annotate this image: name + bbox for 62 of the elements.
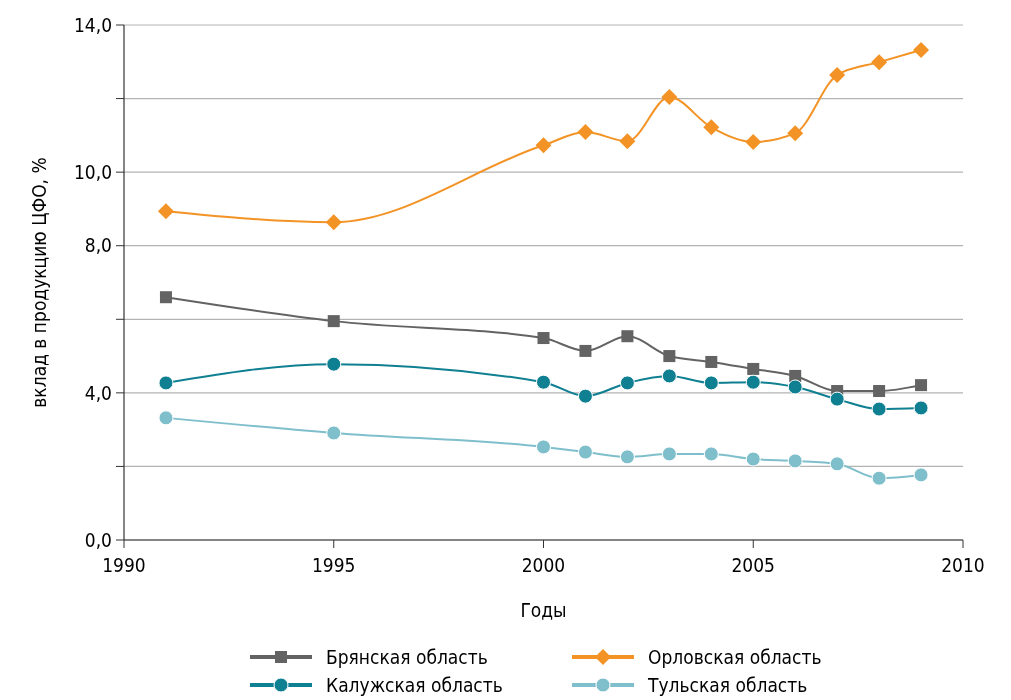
point	[619, 449, 635, 465]
point	[745, 133, 762, 150]
point	[536, 439, 551, 455]
point	[703, 119, 720, 136]
point	[577, 124, 594, 141]
point	[158, 375, 174, 391]
point	[158, 410, 174, 426]
x-tick-label: 2000	[521, 554, 566, 576]
y-axis-title: вклад в продукцию ЦФО, %	[28, 157, 50, 408]
point	[661, 446, 677, 462]
point	[661, 89, 678, 106]
point	[747, 362, 760, 375]
point	[326, 425, 342, 441]
point	[661, 368, 677, 384]
point	[326, 356, 342, 372]
point	[705, 355, 718, 368]
point	[703, 446, 719, 462]
point	[577, 388, 593, 404]
point	[535, 137, 552, 154]
x-axis-title: Годы	[520, 599, 567, 621]
point	[537, 332, 550, 345]
point	[663, 350, 676, 363]
point	[871, 470, 887, 486]
point	[829, 391, 845, 407]
x-tick-label: 1995	[312, 554, 356, 576]
y-tick-label: 8,0	[84, 234, 112, 257]
point	[871, 401, 887, 417]
point	[829, 456, 845, 472]
point	[871, 54, 888, 71]
point	[579, 344, 592, 357]
point	[913, 400, 929, 416]
point	[745, 374, 761, 390]
point	[873, 385, 886, 398]
y-tick-label: 10,0	[73, 160, 112, 183]
point	[536, 374, 551, 390]
point	[745, 451, 761, 467]
point	[619, 133, 636, 150]
point	[829, 67, 846, 84]
point	[621, 330, 634, 343]
x-tick-label: 1990	[102, 554, 146, 576]
point	[577, 444, 593, 460]
point	[159, 291, 172, 304]
point	[703, 375, 719, 391]
point	[915, 379, 928, 392]
point	[787, 125, 804, 142]
point	[157, 203, 174, 220]
legend-label: Тульская область	[647, 673, 808, 696]
point	[787, 453, 803, 469]
x-tick-label: 2005	[731, 554, 775, 576]
legend-label: Калужская область	[326, 673, 503, 696]
legend-label: Орловская область	[648, 645, 822, 668]
legend-label: Брянская область	[326, 645, 488, 668]
point	[619, 375, 635, 391]
point	[325, 214, 342, 231]
point	[913, 42, 930, 59]
y-tick-label: 0,0	[84, 528, 112, 551]
point	[913, 467, 929, 483]
y-tick-label: 4,0	[84, 381, 112, 404]
point	[787, 379, 803, 395]
x-tick-label: 2010	[941, 554, 985, 576]
y-tick-label: 14,0	[73, 13, 112, 36]
point	[327, 315, 340, 328]
